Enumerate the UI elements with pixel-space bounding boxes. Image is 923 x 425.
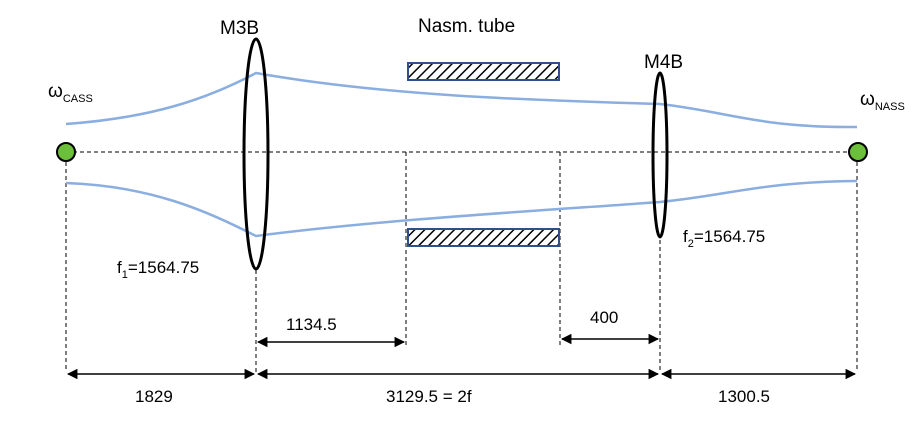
m4b-lens [651, 71, 669, 239]
f1-label: f1=1564.75 [117, 258, 199, 281]
f2-subscript: 2 [688, 238, 694, 250]
m3b-label: M3B [220, 18, 259, 39]
omega-nass-symbol: ω [860, 89, 875, 110]
f2-label: f2=1564.75 [683, 227, 765, 250]
tube-bar-lower [407, 228, 560, 247]
dim-label-1300: 1300.5 [718, 387, 770, 406]
focus-point-cass [56, 142, 76, 162]
tube-label: Nasm. tube [418, 16, 515, 37]
f2-value: =1564.75 [694, 227, 765, 246]
dim-label-400: 400 [590, 308, 618, 327]
focus-point-nass [848, 142, 868, 162]
f1-subscript: 1 [122, 269, 128, 281]
tube-bar-upper [407, 62, 560, 81]
beam-envelope-lower [65, 179, 858, 238]
f1-prefix: f [117, 258, 122, 277]
omega-cass-subscript: CASS [63, 93, 93, 105]
dim-label-1134: 1134.5 [286, 315, 337, 334]
f2-prefix: f [683, 227, 688, 246]
dim-label-1829: 1829 [135, 387, 173, 406]
m4b-label: M4B [644, 52, 683, 73]
dim-label-3129: 3129.5 = 2f [386, 387, 472, 406]
f1-value: =1564.75 [128, 258, 199, 277]
omega-nass-subscript: NASS [875, 101, 905, 113]
omega-nass-label: ωNASS [860, 89, 905, 113]
m3b-lens [242, 37, 270, 271]
omega-cass-label: ωCASS [48, 81, 93, 105]
beam-envelope-upper [65, 71, 858, 129]
omega-cass-symbol: ω [48, 81, 63, 102]
